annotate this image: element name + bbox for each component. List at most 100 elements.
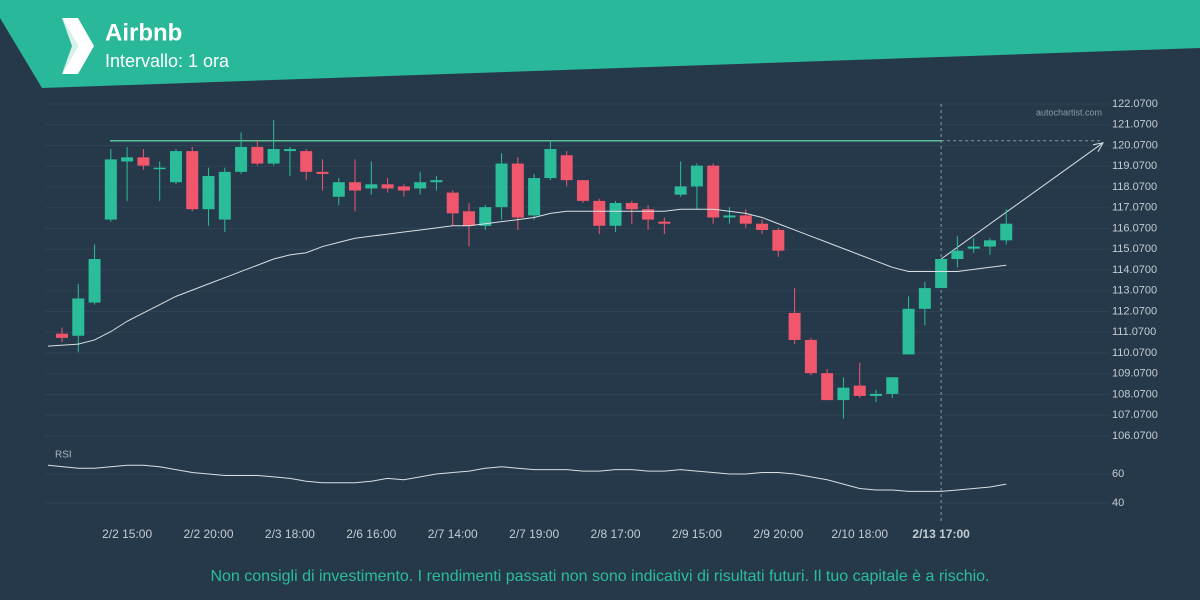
disclaimer: Non consigli di investimento. I rendimen…: [210, 568, 989, 585]
candle-body: [495, 163, 508, 208]
candle-body: [251, 146, 264, 164]
candle-body: [511, 163, 524, 218]
chart-title: Airbnb: [105, 19, 182, 46]
rsi-title: RSI: [55, 450, 72, 461]
moving-average: [47, 208, 1007, 347]
y-tick-label: 117.0700: [1112, 202, 1157, 214]
y-tick-label: 120.0700: [1112, 139, 1158, 151]
y-tick-label: 108.0700: [1112, 388, 1158, 400]
candle-body: [235, 146, 248, 172]
x-tick-label: 2/9 20:00: [753, 527, 803, 541]
y-tick-label: 118.0700: [1112, 181, 1157, 193]
candle-body: [593, 200, 606, 226]
y-tick-label: 110.0700: [1112, 347, 1157, 359]
x-tick-label: 2/3 18:00: [265, 527, 315, 541]
watermark: autochartist.com: [1036, 107, 1102, 117]
y-tick-label: 121.0700: [1112, 119, 1158, 131]
candle-body: [316, 171, 329, 174]
candle-body: [674, 186, 687, 195]
y-tick-label: 107.0700: [1112, 409, 1158, 421]
candle-body: [723, 215, 736, 218]
candle-body: [609, 202, 622, 226]
y-tick-label: 40: [1112, 497, 1124, 509]
candle-body: [658, 221, 671, 224]
candle-body: [560, 155, 573, 181]
y-tick-label: 112.0700: [1112, 305, 1157, 317]
candle-body: [349, 182, 362, 191]
y-tick-label: 122.0700: [1112, 98, 1158, 110]
candle-body: [430, 180, 443, 183]
candle-body: [967, 246, 980, 249]
y-tick-label: 111.0700: [1112, 326, 1156, 338]
chart-subtitle: Intervallo: 1 ora: [105, 51, 230, 71]
candle-body: [788, 312, 801, 340]
candle-body: [332, 182, 345, 197]
candle-body: [153, 167, 166, 170]
candle-body: [739, 215, 752, 224]
candle-body: [72, 298, 85, 336]
header-band: [0, 0, 1200, 88]
y-tick-label: 109.0700: [1112, 368, 1158, 380]
candle-body: [56, 333, 68, 338]
candle-body: [918, 288, 931, 309]
x-tick-label: 2/9 15:00: [672, 527, 722, 541]
candle-body: [202, 176, 215, 210]
candle-body: [283, 149, 296, 152]
x-tick-label: 2/6 16:00: [346, 527, 396, 541]
candle-body: [821, 373, 834, 401]
projection-arrow: [940, 142, 1104, 260]
y-tick-label: 119.0700: [1112, 160, 1157, 172]
x-tick-label: 2/10 18:00: [831, 527, 888, 541]
candle-body: [528, 178, 541, 216]
candle-body: [902, 308, 915, 355]
candle-body: [935, 259, 948, 289]
rsi-line: [47, 464, 1007, 492]
y-tick-label: 106.0700: [1112, 430, 1158, 442]
candle-body: [446, 192, 459, 214]
candle-body: [837, 387, 850, 401]
candle-body: [625, 202, 638, 210]
candle-body: [983, 240, 996, 247]
arrow-head: [1092, 142, 1104, 153]
candle-body: [853, 385, 866, 396]
candle-body: [414, 182, 427, 189]
candle-body: [870, 393, 882, 396]
x-tick-label: 2/2 15:00: [102, 527, 152, 541]
candle-body: [642, 209, 655, 220]
candle-body: [707, 165, 720, 218]
y-tick-label: 116.0700: [1112, 222, 1157, 234]
candle-body: [104, 159, 117, 220]
candle-body: [576, 180, 589, 201]
candle-body: [88, 259, 101, 303]
y-tick-label: 113.0700: [1112, 285, 1157, 297]
candle-body: [772, 229, 785, 251]
x-tick-label: 2/2 20:00: [183, 527, 233, 541]
candle-body: [951, 250, 964, 260]
y-tick-label: 115.0700: [1112, 243, 1157, 255]
x-tick-label: 2/13 17:00: [912, 527, 970, 541]
candle-body: [804, 339, 817, 374]
candle-body: [1000, 223, 1013, 241]
y-tick-label: 60: [1112, 468, 1124, 480]
candle-body: [137, 157, 150, 166]
candle-body: [300, 151, 313, 172]
candle-body: [365, 184, 378, 189]
candle-body: [267, 149, 280, 164]
candle-body: [381, 184, 394, 189]
candle-body: [397, 186, 410, 191]
logo: [62, 18, 94, 74]
candle-body: [463, 211, 475, 226]
candle-body: [169, 151, 182, 183]
candle-body: [690, 165, 703, 187]
candle-body: [544, 149, 557, 179]
candle-body: [479, 207, 492, 226]
y-tick-label: 114.0700: [1112, 264, 1157, 276]
candle-body: [886, 377, 899, 394]
candle-body: [756, 223, 769, 230]
x-tick-label: 2/7 14:00: [428, 527, 478, 541]
candle-body: [121, 157, 134, 162]
x-tick-label: 2/7 19:00: [509, 527, 559, 541]
candle-body: [218, 171, 231, 220]
